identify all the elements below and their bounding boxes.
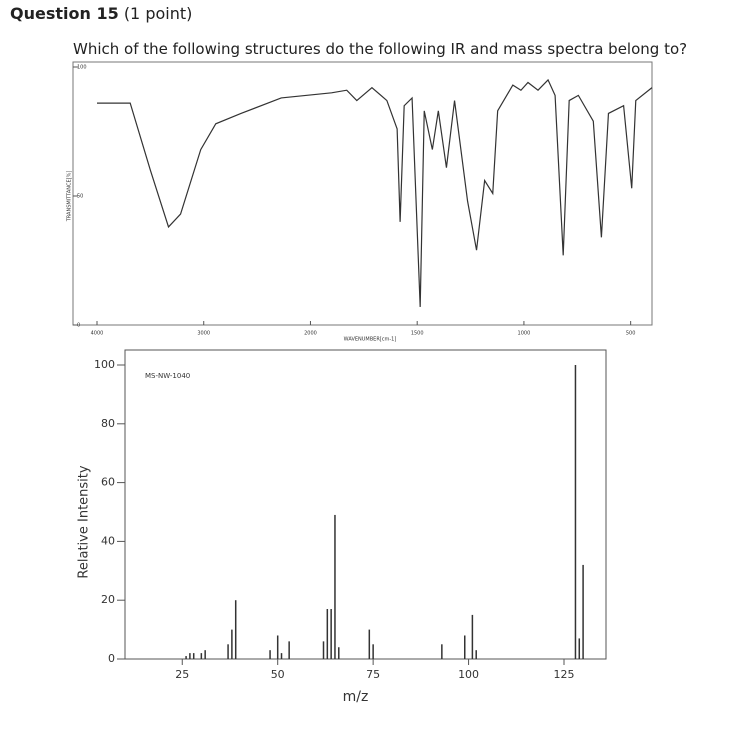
peak <box>372 644 374 659</box>
y-tick-label: 50 <box>77 194 83 200</box>
y-tick-label: 100 <box>77 65 87 71</box>
peak <box>288 641 290 659</box>
peak <box>338 647 340 659</box>
question-prompt: Which of the following structures do the… <box>73 40 688 58</box>
peak <box>471 614 474 659</box>
peak <box>582 564 584 659</box>
x-tick-label: 50 <box>271 668 285 681</box>
y-tick-label: 80 <box>101 417 115 430</box>
peak <box>475 650 477 659</box>
peak <box>231 629 233 659</box>
peak <box>280 653 283 659</box>
x-tick-label: 1500 <box>411 331 424 337</box>
question-title: Question 15 <box>10 4 119 23</box>
peak <box>234 600 237 659</box>
plot-frame <box>72 61 653 326</box>
peak <box>200 653 203 659</box>
x-tick-label: 1000 <box>518 331 531 337</box>
peak <box>276 635 279 659</box>
peak <box>189 653 191 659</box>
y-axis-label: TRANSMITTANCE[%] <box>67 171 73 223</box>
y-tick-label: 20 <box>101 593 115 606</box>
x-tick-label: 25 <box>175 668 189 681</box>
peak <box>441 644 443 659</box>
peak <box>269 650 271 659</box>
peak <box>326 609 329 659</box>
question-header: Question 15 (1 point) <box>10 4 192 23</box>
x-tick-label: 75 <box>366 668 380 681</box>
peak <box>334 514 336 659</box>
peak <box>578 638 581 659</box>
peak <box>574 365 577 659</box>
y-tick-label: 60 <box>101 476 115 489</box>
x-axis-label: WAVENUMBER[cm-1] <box>344 337 397 343</box>
y-tick-label: 40 <box>101 534 115 547</box>
x-tick-label: 100 <box>458 668 479 681</box>
question-points: (1 point) <box>123 4 193 23</box>
y-tick-label: 100 <box>94 358 115 371</box>
peak <box>330 609 332 659</box>
peak <box>227 644 229 659</box>
x-tick-label: 500 <box>626 331 636 337</box>
y-tick-label: 0 <box>108 652 115 665</box>
spectrum-line <box>97 78 653 307</box>
y-axis-label: Relative Intensity <box>77 465 92 578</box>
peak <box>322 641 325 659</box>
peak <box>204 650 206 659</box>
x-tick-label: 2000 <box>304 331 317 337</box>
chart-title: MS-NW-1040 <box>145 372 190 380</box>
y-tick-label: 0 <box>77 323 80 329</box>
x-axis-label: m/z <box>343 689 369 705</box>
peak <box>185 656 187 659</box>
plot-frame <box>124 349 607 660</box>
peak <box>192 653 195 659</box>
x-tick-label: 4000 <box>91 331 104 337</box>
peak <box>368 629 371 659</box>
x-tick-label: 3000 <box>197 331 210 337</box>
peak <box>464 635 466 659</box>
x-tick-label: 125 <box>554 668 575 681</box>
